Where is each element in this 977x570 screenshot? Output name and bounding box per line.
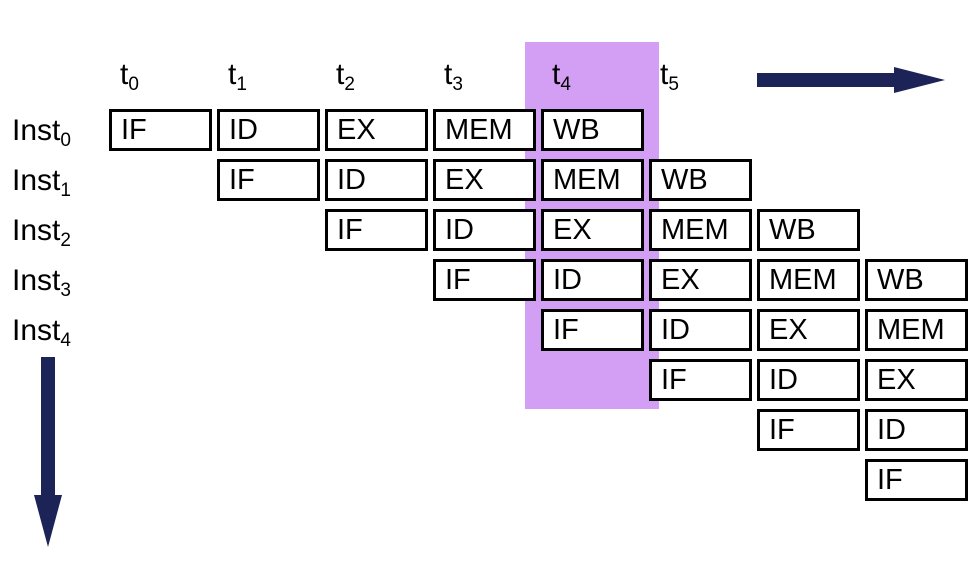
time-step-label-base: t — [660, 58, 669, 91]
time-step-label-sub: 4 — [560, 74, 571, 95]
time-step-label-sub: 0 — [128, 74, 139, 95]
time-step-label-sub: 2 — [344, 74, 355, 95]
time-step-label-base: t — [228, 58, 237, 91]
stage-cell-ex: EX — [433, 159, 536, 201]
time-step-label-1: t1 — [228, 58, 247, 95]
instruction-label-4: Inst4 — [12, 314, 71, 351]
stage-cell-id: ID — [325, 159, 428, 201]
stage-cell-mem: MEM — [649, 209, 752, 251]
time-step-label-base: t — [336, 58, 345, 91]
instruction-label-0: Inst0 — [12, 114, 71, 151]
time-step-label-base: t — [444, 58, 453, 91]
stage-cell-mem: MEM — [757, 259, 860, 301]
stage-cell-ex: EX — [757, 309, 860, 351]
stage-cell-if: IF — [649, 359, 752, 401]
stage-cell-id: ID — [433, 209, 536, 251]
stage-cell-wb: WB — [865, 259, 968, 301]
stage-cell-ex: EX — [325, 109, 428, 151]
stage-cell-if: IF — [325, 209, 428, 251]
stage-cell-mem: MEM — [865, 309, 968, 351]
stage-cell-id: ID — [757, 359, 860, 401]
time-step-label-sub: 3 — [452, 74, 463, 95]
instruction-arrow-icon — [34, 357, 62, 547]
stage-cell-wb: WB — [757, 209, 860, 251]
instruction-label-sub: 1 — [60, 180, 71, 201]
time-step-label-4: t4 — [552, 58, 571, 95]
instruction-label-base: Inst — [12, 264, 61, 297]
stage-cell-id: ID — [649, 309, 752, 351]
stage-cell-id: ID — [217, 109, 320, 151]
stage-cell-if: IF — [541, 309, 644, 351]
stage-cell-mem: MEM — [433, 109, 536, 151]
time-step-label-0: t0 — [120, 58, 139, 95]
instruction-label-base: Inst — [12, 164, 61, 197]
instruction-label-sub: 4 — [60, 330, 71, 351]
time-step-label-sub: 1 — [236, 74, 247, 95]
stage-cell-mem: MEM — [541, 159, 644, 201]
stage-cell-ex: EX — [865, 359, 968, 401]
instruction-label-sub: 2 — [60, 230, 71, 251]
time-step-label-base: t — [120, 58, 129, 91]
instruction-label-base: Inst — [12, 214, 61, 247]
stage-cell-id: ID — [541, 259, 644, 301]
time-step-label-3: t3 — [444, 58, 463, 95]
instruction-label-sub: 3 — [60, 280, 71, 301]
time-step-label-base: t — [552, 58, 561, 91]
stage-cell-id: ID — [865, 409, 968, 451]
stage-cell-if: IF — [757, 409, 860, 451]
stage-cell-if: IF — [865, 459, 968, 501]
instruction-label-2: Inst2 — [12, 214, 71, 251]
time-step-label-5: t5 — [660, 58, 679, 95]
stage-cell-if: IF — [109, 109, 212, 151]
time-step-label-2: t2 — [336, 58, 355, 95]
instruction-label-1: Inst1 — [12, 164, 71, 201]
stage-cell-wb: WB — [649, 159, 752, 201]
instruction-label-sub: 0 — [60, 130, 71, 151]
time-step-label-sub: 5 — [668, 74, 679, 95]
stage-cell-if: IF — [217, 159, 320, 201]
instruction-label-base: Inst — [12, 114, 61, 147]
stage-cell-ex: EX — [649, 259, 752, 301]
time-arrow-icon — [757, 67, 945, 93]
instruction-label-base: Inst — [12, 314, 61, 347]
instruction-label-3: Inst3 — [12, 264, 71, 301]
stage-cell-wb: WB — [541, 109, 644, 151]
stage-cell-ex: EX — [541, 209, 644, 251]
stage-cell-if: IF — [433, 259, 536, 301]
